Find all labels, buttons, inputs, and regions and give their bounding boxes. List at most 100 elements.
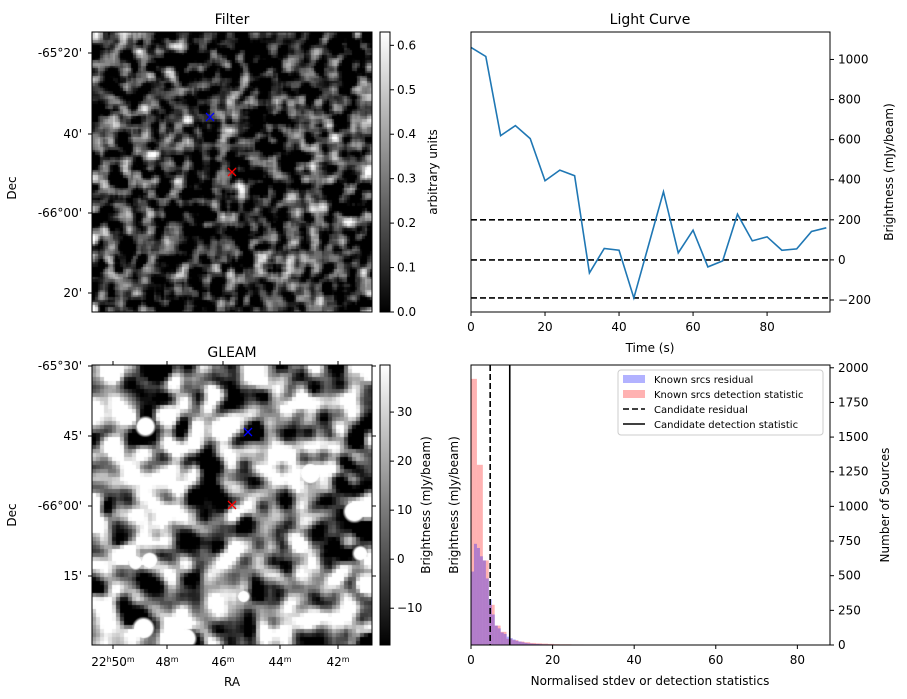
ra-part: 48 [155, 655, 170, 669]
filter-dec-tick-label: -65°20' [38, 46, 82, 60]
light-curve-y-tick-label: 600 [838, 133, 861, 147]
light-curve-xlabel: Time (s) [625, 341, 675, 355]
histogram-y-tick-label: 1250 [838, 465, 869, 479]
gleam-axes-frame [91, 364, 373, 646]
ra-part: m [227, 655, 235, 664]
ra-part: m [284, 655, 292, 664]
histogram-bar [530, 643, 534, 645]
filter-dec-label: Dec [5, 176, 19, 199]
histogram-x-tick-label: 60 [708, 653, 723, 667]
histogram-bar [530, 642, 537, 645]
histogram-bar [536, 643, 542, 645]
ra-part: 42 [326, 655, 341, 669]
filter-dec-tick-label: 20' [63, 286, 82, 300]
light-curve-y-tick-label: 0 [838, 253, 846, 267]
histogram-bar [471, 571, 474, 645]
light-curve-x-tick-label: 60 [685, 320, 700, 334]
light-curve-line [470, 46, 827, 301]
gleam-dec-tick-label: -65°30' [38, 359, 82, 373]
gleam-colorbar-tick-label: 20 [397, 454, 412, 468]
legend-swatch [623, 390, 645, 398]
histogram-bar [482, 560, 489, 645]
filter-colorbar [379, 31, 391, 313]
histogram-legend [617, 369, 824, 436]
histogram-ylabel-left: Brightness (mJy/beam) [447, 436, 461, 574]
histogram-bar [533, 643, 537, 645]
light-curve-ylabel: Brightness (mJy/beam) [882, 103, 896, 241]
gleam-dec-tick-label: 45' [63, 429, 82, 443]
light-curve-y-tick-label: 400 [838, 173, 861, 187]
histogram-bar [473, 543, 477, 645]
filter-blue-marker [205, 112, 215, 122]
histogram-bar [500, 632, 504, 645]
gleam-colorbar-label: Brightness (mJy/beam) [419, 436, 433, 574]
histogram-bar [512, 639, 516, 645]
ra-part: m [342, 655, 350, 664]
filter-colorbar-tick-label: 0.0 [397, 305, 416, 319]
histogram-bar [485, 578, 489, 645]
ra-part: m [127, 655, 135, 664]
filter-colorbar-tick-label: 0.3 [397, 172, 416, 186]
light-curve-y-tick-label: −200 [838, 293, 871, 307]
gleam-colorbar [379, 364, 391, 646]
histogram-y-tick-label: 250 [838, 603, 861, 617]
legend-label: Candidate detection statistic [654, 420, 798, 431]
gleam-ra-tick-label: 48m [155, 655, 178, 670]
gleam-colorbar-tick-label: 0 [397, 552, 405, 566]
gleam-dec-tick-label: 15' [63, 569, 82, 583]
histogram-bar [479, 556, 483, 645]
ra-part: 22 [91, 655, 106, 669]
gleam-ra-label: RA [224, 675, 241, 689]
light-curve-x-tick-label: 0 [467, 320, 475, 334]
legend-label: Known srcs residual [654, 375, 753, 386]
ra-part: 46 [211, 655, 226, 669]
histogram-y-tick-label: 750 [838, 534, 861, 548]
histogram-x-tick-label: 0 [467, 653, 475, 667]
histogram-bar [541, 643, 548, 645]
filter-colorbar-tick-label: 0.6 [397, 38, 416, 52]
filter-dec-tick-label: 40' [63, 127, 82, 141]
filter-axes-frame [91, 31, 373, 313]
histogram-bar [512, 640, 519, 645]
histogram-bar [476, 464, 483, 645]
legend-label: Known srcs detection statistic [654, 390, 803, 401]
filter-colorbar-tick-label: 0.1 [397, 261, 416, 275]
gleam-ra-tick-label: 22h50m [91, 655, 135, 670]
histogram-bar [488, 604, 495, 645]
histogram-bar [521, 642, 525, 645]
light-curve-x-tick-label: 80 [759, 320, 774, 334]
histogram-y-tick-label: 1000 [838, 499, 869, 513]
light-curve-x-tick-label: 40 [611, 320, 626, 334]
gleam-colorbar-tick-label: −10 [397, 601, 422, 615]
histogram-bar [524, 642, 528, 645]
histogram-bar [536, 643, 540, 645]
histogram-bar [515, 640, 519, 645]
histogram-y-tick-label: 2000 [838, 361, 869, 375]
histogram-bar [518, 641, 522, 645]
filter-red-marker [227, 167, 237, 177]
histogram-bar [491, 614, 495, 645]
light-curve-y-tick-label: 800 [838, 93, 861, 107]
histogram-x-tick-label: 20 [545, 653, 560, 667]
light-curve-y-tick-label: 200 [838, 213, 861, 227]
histogram-bar [494, 625, 501, 645]
legend-label: Candidate residual [654, 405, 748, 416]
filter-colorbar-label: arbitrary units [426, 129, 440, 215]
histogram-y-tick-label: 0 [838, 638, 846, 652]
histogram-bar [500, 631, 507, 645]
gleam-ra-tick-label: 42m [326, 655, 349, 670]
histogram-bar [506, 636, 510, 645]
gleam-dec-tick-label: -66°00' [38, 499, 82, 513]
ra-part: m [171, 655, 179, 664]
filter-title: Filter [215, 12, 250, 28]
ra-part: 44 [268, 655, 283, 669]
gleam-blue-marker [243, 427, 253, 437]
histogram-bar [497, 628, 501, 645]
histogram-bar [494, 625, 498, 645]
gleam-ra-tick-label: 46m [211, 655, 234, 670]
gleam-red-marker [227, 500, 237, 510]
histogram-bar [527, 643, 531, 645]
gleam-colorbar-tick-label: 10 [397, 503, 412, 517]
gleam-colorbar-tick-label: 30 [397, 405, 412, 419]
